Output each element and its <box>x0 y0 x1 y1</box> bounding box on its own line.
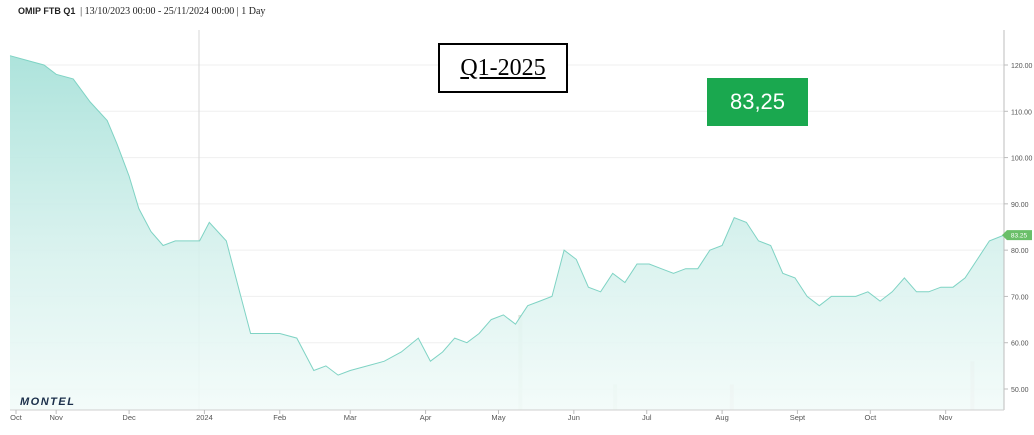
x-tick-label: Sept <box>790 413 806 422</box>
contract-title-box: Q1-2025 <box>438 43 568 93</box>
last-price-tag-shape <box>1002 230 1032 241</box>
chart-header: OMIP FTB Q1 | 13/10/2023 00:00 - 25/11/2… <box>18 6 265 17</box>
y-tick-label: 110.00 <box>1011 109 1032 116</box>
x-tick-label: Feb <box>273 413 286 422</box>
date-range-label: | 13/10/2023 00:00 - 25/11/2024 00:00 | … <box>80 6 266 17</box>
x-tick-label: Aug <box>715 413 728 422</box>
y-tick-label: 100.00 <box>1011 156 1033 163</box>
x-tick-label: Oct <box>864 413 877 422</box>
x-tick-label: Oct <box>10 413 23 422</box>
instrument-symbol: OMIP FTB Q1 <box>18 6 76 16</box>
y-tick-label: 50.00 <box>1011 387 1029 394</box>
current-price-box: 83,25 <box>707 78 808 126</box>
y-tick-label: 70.00 <box>1011 294 1029 301</box>
x-tick-label: Dec <box>122 413 136 422</box>
last-price-label: 83.25 <box>1011 233 1028 240</box>
x-tick-label: May <box>491 413 505 422</box>
montel-logo: MONTEL <box>20 396 76 408</box>
x-tick-label: Nov <box>939 413 953 422</box>
x-axis-ticks: Oct Nov Dec 2024 Feb Mar Apr May Jun Jul Aug Sept Oc… <box>10 410 953 422</box>
y-axis-ticks: 120.00 110.00 100.00 90.00 80.00 70.00 60.00 50… <box>1004 63 1033 394</box>
y-tick-label: 80.00 <box>1011 248 1029 255</box>
y-tick-label: 60.00 <box>1011 341 1029 348</box>
price-area <box>10 55 1004 410</box>
price-line <box>9 55 1005 376</box>
x-tick-label: Nov <box>50 413 64 422</box>
x-tick-label: Apr <box>420 413 432 422</box>
x-tick-label: Jun <box>568 413 580 422</box>
y-tick-label: 120.00 <box>1011 63 1033 70</box>
y-tick-label: 90.00 <box>1011 202 1029 209</box>
x-tick-label: Jul <box>642 413 652 422</box>
x-tick-label: Mar <box>344 413 357 422</box>
x-tick-label: 2024 <box>196 413 213 422</box>
last-price-tag: 83.25 <box>1002 230 1032 241</box>
